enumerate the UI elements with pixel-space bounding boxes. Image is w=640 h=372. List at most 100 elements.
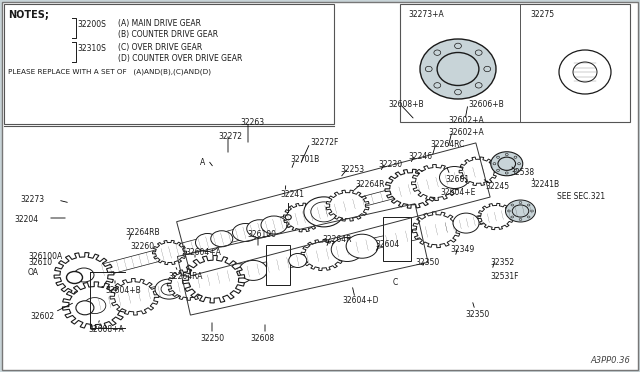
Text: 32264RC: 32264RC	[430, 140, 465, 149]
Text: 32241B: 32241B	[530, 180, 559, 189]
Ellipse shape	[527, 216, 530, 218]
Text: 32350: 32350	[415, 258, 439, 267]
Ellipse shape	[211, 231, 233, 247]
Polygon shape	[477, 203, 514, 230]
Text: 32608+A: 32608+A	[88, 325, 124, 334]
Ellipse shape	[527, 204, 530, 206]
Text: 32610
OA: 32610 OA	[28, 258, 52, 278]
Ellipse shape	[497, 156, 499, 158]
Ellipse shape	[440, 167, 470, 189]
Text: 32352: 32352	[490, 258, 514, 267]
Text: 32604+A: 32604+A	[185, 248, 221, 257]
Ellipse shape	[497, 169, 499, 171]
Polygon shape	[284, 203, 322, 232]
Polygon shape	[325, 163, 494, 216]
Polygon shape	[445, 204, 531, 232]
Ellipse shape	[531, 210, 533, 212]
Text: 32310S: 32310S	[77, 44, 106, 53]
Text: 32200S: 32200S	[77, 20, 106, 29]
Ellipse shape	[161, 283, 177, 295]
Polygon shape	[62, 282, 127, 329]
Ellipse shape	[519, 218, 522, 221]
Text: 32604+E: 32604+E	[440, 188, 476, 197]
Ellipse shape	[454, 89, 461, 95]
Text: 32604: 32604	[375, 240, 399, 249]
Text: 326100A: 326100A	[28, 252, 62, 261]
Text: 32701B: 32701B	[290, 155, 319, 164]
Bar	[400, 4, 630, 122]
Text: SEE SEC.321: SEE SEC.321	[557, 192, 605, 201]
Ellipse shape	[232, 224, 259, 241]
Bar	[4, 4, 334, 124]
Ellipse shape	[453, 213, 479, 233]
Text: 32250: 32250	[200, 334, 224, 343]
Text: 32608+B: 32608+B	[388, 100, 424, 109]
Ellipse shape	[76, 301, 94, 315]
Polygon shape	[301, 240, 344, 270]
Polygon shape	[412, 164, 460, 201]
Ellipse shape	[506, 172, 508, 174]
Ellipse shape	[514, 156, 517, 158]
Ellipse shape	[426, 66, 432, 72]
Polygon shape	[110, 279, 159, 315]
Polygon shape	[102, 205, 328, 276]
Text: A3PP0.36: A3PP0.36	[590, 356, 630, 365]
Text: 32601: 32601	[445, 175, 469, 184]
Text: 32604+B: 32604+B	[105, 286, 141, 295]
Ellipse shape	[239, 260, 268, 280]
Ellipse shape	[512, 205, 529, 217]
FancyBboxPatch shape	[266, 245, 290, 285]
Ellipse shape	[67, 272, 83, 283]
Polygon shape	[54, 253, 114, 298]
Ellipse shape	[332, 237, 364, 262]
Text: 32606+B: 32606+B	[468, 100, 504, 109]
Ellipse shape	[518, 163, 520, 165]
Ellipse shape	[434, 83, 441, 88]
Ellipse shape	[506, 153, 508, 155]
Text: 32263: 32263	[240, 118, 264, 127]
Ellipse shape	[437, 52, 479, 86]
Text: 32602+A: 32602+A	[448, 116, 484, 125]
Text: 32264RA: 32264RA	[168, 272, 202, 281]
Polygon shape	[459, 157, 497, 186]
Polygon shape	[167, 269, 211, 300]
Polygon shape	[152, 240, 186, 264]
Text: A: A	[200, 158, 205, 167]
FancyBboxPatch shape	[383, 217, 411, 260]
Polygon shape	[326, 190, 369, 221]
Text: 32264R: 32264R	[322, 235, 351, 244]
Text: 326100: 326100	[247, 230, 276, 239]
Text: NOTES;: NOTES;	[8, 10, 49, 20]
Ellipse shape	[519, 202, 522, 203]
Ellipse shape	[511, 204, 514, 206]
Ellipse shape	[559, 50, 611, 94]
Polygon shape	[385, 169, 438, 208]
Text: 32260: 32260	[130, 242, 154, 251]
Text: 32246: 32246	[408, 152, 432, 161]
Ellipse shape	[346, 234, 378, 258]
Polygon shape	[412, 212, 460, 248]
Ellipse shape	[434, 50, 441, 55]
Text: 32245: 32245	[485, 182, 509, 191]
Text: 32272: 32272	[218, 132, 242, 141]
Text: (D) COUNTER OVER DRIVE GEAR: (D) COUNTER OVER DRIVE GEAR	[118, 54, 243, 63]
Ellipse shape	[511, 216, 514, 218]
Text: 32349: 32349	[450, 245, 474, 254]
Text: 32350: 32350	[465, 310, 489, 319]
Ellipse shape	[506, 200, 536, 222]
Ellipse shape	[454, 43, 461, 49]
Ellipse shape	[484, 66, 491, 72]
Text: 32538: 32538	[510, 168, 534, 177]
Ellipse shape	[84, 298, 106, 314]
Ellipse shape	[247, 220, 273, 238]
Text: 32241: 32241	[280, 190, 304, 199]
Ellipse shape	[285, 215, 291, 220]
Text: 32602: 32602	[30, 312, 54, 321]
Ellipse shape	[289, 253, 307, 267]
Text: 32602+A: 32602+A	[448, 128, 484, 137]
Text: 32272F: 32272F	[310, 138, 339, 147]
Text: 32604+D: 32604+D	[342, 296, 378, 305]
Text: (C) OVER DRIVE GEAR: (C) OVER DRIVE GEAR	[118, 43, 202, 52]
Ellipse shape	[195, 234, 220, 251]
Text: 32253: 32253	[340, 165, 364, 174]
